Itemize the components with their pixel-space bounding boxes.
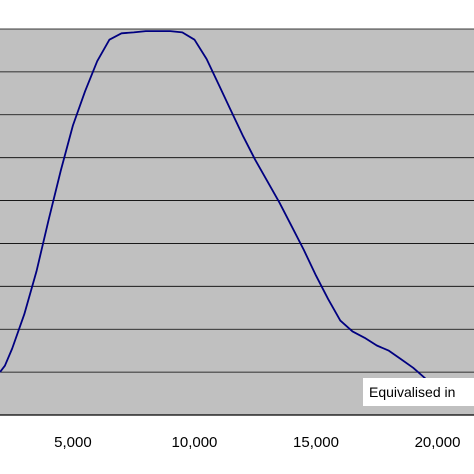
plot-area (0, 29, 474, 415)
gridlines (0, 28, 474, 416)
x-tick-label: 20,000 (415, 434, 461, 451)
series-line (0, 30, 451, 399)
annotation-text: Equivalised in (369, 384, 455, 400)
x-tick-label: 15,000 (293, 434, 339, 451)
x-tick-label: 10,000 (172, 434, 218, 451)
x-axis-tick-labels: 5,000 10,000 15,000 20,000 (54, 434, 460, 451)
x-tick-label: 5,000 (54, 434, 92, 451)
annotation-box: Equivalised in (363, 378, 474, 406)
annotation-background (363, 378, 474, 406)
